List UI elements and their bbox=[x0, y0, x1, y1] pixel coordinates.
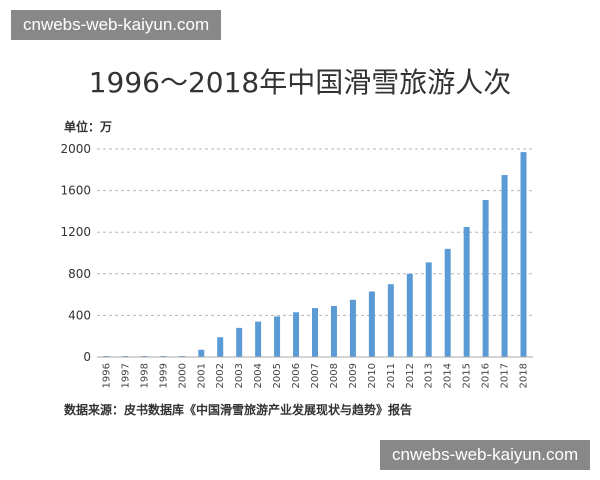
x-tick-label: 2011 bbox=[386, 363, 397, 388]
source-note: 数据来源：皮书数据库《中国滑雪旅游产业发展现状与趋势》报告 bbox=[64, 402, 412, 417]
x-axis: 1996 1997 1998 1999 2000 2001 2002 2003 2004 2005… bbox=[101, 363, 529, 388]
x-tick-label: 2010 bbox=[367, 363, 378, 388]
watermark-top: cnwebs-web-kaiyun.com bbox=[11, 10, 222, 40]
bar-2008 bbox=[330, 306, 337, 357]
y-tick-label: 0 bbox=[83, 350, 91, 364]
bar-2002 bbox=[217, 337, 224, 357]
x-tick-label: 2015 bbox=[462, 363, 473, 388]
x-tick-label: 2013 bbox=[424, 363, 435, 388]
x-tick-label: 2001 bbox=[196, 363, 207, 388]
bar-2010 bbox=[368, 291, 375, 357]
x-tick-label: 1999 bbox=[158, 363, 169, 388]
bar-2005 bbox=[274, 316, 281, 357]
y-tick-label: 1600 bbox=[60, 184, 91, 198]
x-tick-label: 2002 bbox=[215, 363, 226, 388]
bar-2017 bbox=[501, 175, 508, 357]
x-tick-label: 1996 bbox=[101, 363, 112, 388]
bar-2006 bbox=[293, 312, 300, 357]
x-tick-label: 2003 bbox=[234, 363, 245, 388]
x-tick-label: 2005 bbox=[272, 363, 283, 388]
bar-2013 bbox=[425, 262, 432, 357]
x-tick-label: 2006 bbox=[291, 363, 302, 388]
y-tick-label: 1200 bbox=[60, 225, 91, 239]
bar-2001 bbox=[198, 349, 205, 357]
bar-2007 bbox=[312, 308, 318, 357]
x-tick-label: 2012 bbox=[405, 363, 416, 388]
x-tick-label: 1998 bbox=[139, 363, 150, 388]
x-tick-label: 2014 bbox=[443, 363, 454, 388]
chart-title: 1996～2018年中国滑雪旅游人次 bbox=[89, 66, 512, 99]
bar-2015 bbox=[463, 227, 470, 357]
x-tick-label: 2000 bbox=[177, 363, 188, 388]
y-tick-label: 400 bbox=[68, 308, 91, 322]
x-tick-label: 1997 bbox=[120, 363, 131, 388]
unit-label: 单位：万 bbox=[64, 119, 112, 134]
watermark-bottom: cnwebs-web-kaiyun.com bbox=[380, 440, 591, 470]
bar-2009 bbox=[349, 299, 356, 357]
bar-2014 bbox=[444, 248, 451, 357]
bar-2011 bbox=[387, 284, 394, 357]
x-tick-label: 2008 bbox=[329, 363, 340, 388]
x-tick-label: 2007 bbox=[310, 363, 321, 388]
x-tick-label: 2004 bbox=[253, 363, 264, 388]
bar-2018 bbox=[520, 152, 527, 357]
x-tick-label: 2009 bbox=[348, 363, 359, 388]
x-tick-label: 2016 bbox=[481, 363, 492, 388]
bar-2012 bbox=[406, 273, 413, 357]
bar-2016 bbox=[482, 199, 489, 357]
y-tick-label: 2000 bbox=[60, 142, 91, 156]
bars bbox=[103, 152, 527, 357]
y-tick-label: 800 bbox=[68, 267, 91, 281]
bar-2004 bbox=[255, 321, 262, 357]
bar-2003 bbox=[236, 327, 243, 357]
x-tick-label: 2017 bbox=[500, 363, 511, 388]
y-axis: 0 400 800 1200 1600 2000 bbox=[60, 142, 91, 364]
x-tick-label: 2018 bbox=[519, 363, 530, 388]
